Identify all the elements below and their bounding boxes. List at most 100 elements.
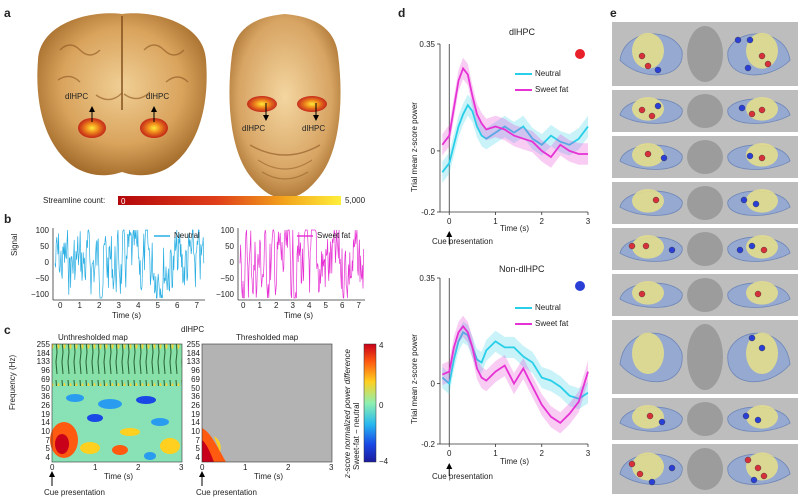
bottom-legend-neutral: Neutral	[535, 303, 561, 312]
x-tick-label: 0	[447, 217, 452, 226]
spectrogram-xtick: 1	[243, 463, 248, 472]
left-dlhpc-region	[632, 332, 664, 375]
top-chart-xlabel: Time (s)	[500, 224, 530, 233]
streamline-colorbar-max: 5,000	[345, 196, 366, 205]
y-tick-label: -0.2	[421, 208, 435, 217]
sweet-fat-error-band	[442, 57, 588, 168]
frequency-tick: 96	[41, 366, 50, 376]
non-dlhpc-electrode	[660, 154, 668, 162]
cue-arrowhead	[446, 463, 453, 469]
dlhpc-electrode	[758, 52, 766, 60]
non-dlhpc-electrode	[746, 152, 754, 160]
frequency-ylabel: Frequency (Hz)	[8, 354, 17, 410]
axial-left-label: dlHPC	[242, 124, 266, 133]
signal-xtick: 2	[97, 301, 102, 310]
dlhpc-marker	[575, 49, 585, 59]
electrode-thumbnail	[612, 398, 798, 440]
frequency-tick: 4	[195, 453, 200, 463]
power-line-charts: 0.35 0 -0.2 0 1 2 3 0.35 0 -0.2 0 1 2 3	[419, 40, 591, 476]
frequency-tick: 96	[191, 366, 200, 376]
frequency-tick: 14	[41, 418, 50, 428]
left-dlhpc-region	[632, 281, 664, 305]
frequency-tick: 5	[195, 444, 200, 454]
dlhpc-electrode	[744, 456, 752, 464]
dlhpc-electrode	[638, 52, 646, 60]
dlhpc-power-chart: 0.35 0 -0.2 0 1 2 3	[419, 40, 591, 244]
dlhpc-electrode	[754, 464, 762, 472]
frequency-tick: 14	[191, 418, 200, 428]
electrode-thumbnail	[612, 90, 798, 132]
non-dlhpc-electrode	[748, 242, 756, 250]
neutral-series-line	[441, 103, 589, 173]
spectrogram-xtick: 3	[329, 463, 334, 472]
colorbar-label-1: Sweet-fat − neutral	[352, 402, 361, 470]
x-tick-label: 2	[540, 449, 545, 458]
dlhpc-electrode	[638, 290, 646, 298]
frequency-tick: 19	[191, 409, 200, 419]
colorbar-tick: 0	[379, 401, 384, 410]
non-dlhpc-electrode	[736, 246, 744, 254]
frequency-tick: 5	[45, 444, 50, 454]
streamline-colorbar	[118, 196, 341, 205]
left-dlhpc-region	[632, 189, 664, 213]
x-tick-label: 0	[447, 449, 452, 458]
signal-ytick: 100	[220, 226, 234, 235]
x-tick-label: 3	[586, 217, 591, 226]
frequency-tick: 50	[41, 383, 50, 393]
signal-xtick: 5	[323, 301, 328, 310]
sweet-signal-trace	[239, 229, 364, 299]
signal-xtick: 6	[340, 301, 345, 310]
left-dlhpc-region	[632, 32, 664, 69]
panel-c-label: c	[4, 323, 11, 337]
signal-ytick: 0	[44, 258, 49, 267]
spectrogram-xtick: 0	[50, 463, 55, 472]
non-dlhpc-electrode	[742, 412, 750, 420]
brainstem-shadow	[687, 278, 723, 312]
non-dlhpc-electrode	[758, 344, 766, 352]
dlhpc-electrode	[760, 472, 768, 480]
frequency-tick: 10	[191, 427, 200, 436]
frequency-tick: 26	[191, 400, 200, 410]
spectrogram-figure	[49, 343, 377, 486]
colorbar-tick: 4	[379, 341, 384, 350]
spectrogram-xtick: 0	[200, 463, 205, 472]
brainstem-shadow	[687, 448, 723, 490]
non-dlhpc-electrode	[648, 478, 656, 486]
axial-right-label: dlHPC	[302, 124, 326, 133]
top-legend-sweet: Sweet fat	[535, 85, 569, 94]
unthresholded-title: Unthresholded map	[58, 333, 128, 342]
signal-xtick: 5	[155, 301, 160, 310]
thresholded-map	[201, 343, 333, 463]
electrode-location-grid	[612, 22, 798, 494]
y-tick-label: 0	[431, 147, 436, 156]
dlhpc-electrode	[758, 154, 766, 162]
neutral-signal-trace	[54, 229, 205, 299]
streamline-colorbar-min: 0	[121, 197, 126, 206]
spectrogram-xtick: 2	[286, 463, 291, 472]
panel-a-label: a	[4, 6, 11, 20]
frequency-tick: 69	[191, 374, 200, 384]
right-dlhpc-region	[746, 405, 778, 429]
panel-e-label: e	[610, 6, 617, 20]
non-dlhpc-electrode	[668, 246, 676, 254]
non-dlhpc-electrode	[654, 66, 662, 74]
bottom-chart-xlabel: Time (s)	[500, 457, 530, 466]
signal-xtick: 4	[307, 301, 312, 310]
sweet-fat-series-line	[441, 66, 588, 159]
axial-slice	[229, 14, 341, 198]
y-tick-label: 0.35	[419, 274, 435, 283]
dlhpc-electrode	[648, 112, 656, 120]
frequency-tick: 10	[41, 427, 50, 436]
signal-ytick: 50	[225, 242, 234, 251]
electrode-thumbnail	[612, 228, 798, 270]
non-dlhpc-electrode	[668, 464, 676, 472]
signal-xtick: 4	[136, 301, 141, 310]
dlhpc-electrode	[642, 242, 650, 250]
non-dlhpc-power-chart: 0.35 0 -0.2 0 1 2 3	[419, 274, 591, 476]
non-dlhpc-electrode	[738, 104, 746, 112]
sweet-fat-error-band	[442, 315, 588, 434]
dlhpc-electrode	[652, 196, 660, 204]
bottom-cue-presentation: Cue presentation	[432, 472, 493, 481]
signal-xtick: 1	[77, 301, 82, 310]
electrode-thumbnail	[612, 22, 798, 86]
